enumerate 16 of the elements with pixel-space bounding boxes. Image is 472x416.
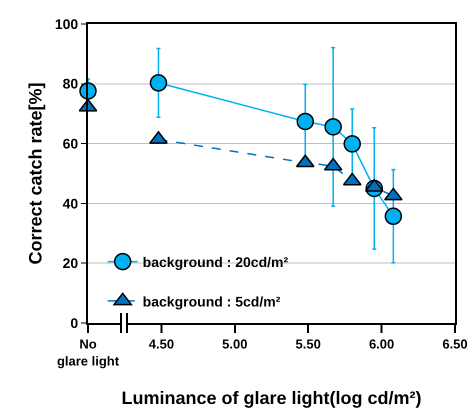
y-tick-label: 20: [62, 255, 78, 272]
legend-label: background : 5cd/m²: [142, 293, 281, 310]
y-tick-label: 60: [62, 136, 78, 152]
y-tick-label: 80: [62, 76, 78, 92]
x-axis-title: Luminance of glare light(log cd/m²): [121, 388, 422, 408]
x-tick-label: 6.00: [368, 336, 394, 352]
x-tick-label: 4.50: [148, 336, 174, 352]
x-tick-label: 6.50: [442, 336, 468, 352]
x-tick-label: 5.00: [222, 336, 248, 352]
y-axis-title: Correct catch rate[%]: [26, 82, 46, 265]
x-tick-label: 5.50: [296, 336, 321, 352]
y-tick-label: 0: [70, 314, 78, 331]
x-tick-label: No glare light: [56, 336, 120, 368]
y-tick-label: 40: [62, 195, 78, 212]
y-tick-label: 100: [54, 16, 78, 32]
legend-label: background : 20cd/m²: [142, 254, 288, 270]
